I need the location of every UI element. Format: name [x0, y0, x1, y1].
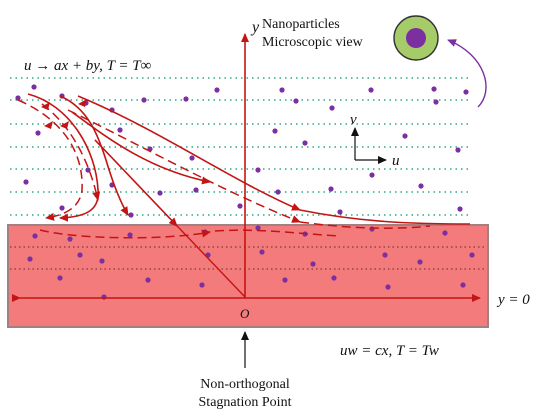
y-axis-label: y [250, 19, 260, 36]
flow-arrowheads [41, 99, 87, 129]
solid-streamlines [27, 93, 471, 225]
y-equals-zero-label: y = 0 [496, 292, 530, 308]
stagnation-label-line1: Non-orthogonal [200, 377, 290, 392]
stagnation-streamline-arrow [94, 139, 178, 227]
stagnation-label-line2: Stagnation Point [199, 395, 292, 410]
microscopic-view-label: Microscopic view [262, 35, 364, 50]
freestream-condition: u → ax + by, T = T∞ [24, 58, 152, 74]
stretching-plate [7, 224, 489, 328]
wall-condition: uw = cx, T = Tw [340, 343, 439, 359]
v-label: v [350, 112, 357, 128]
plate-dotted-lines [10, 246, 486, 270]
origin-label: O [240, 306, 250, 321]
nanoparticle-microscopic-view [393, 15, 439, 61]
nanoparticles-label: Nanoparticles [262, 17, 340, 32]
dashed-streamlines [17, 99, 431, 239]
microscopic-view-arrow [447, 39, 487, 108]
u-label: u [392, 153, 400, 169]
velocity-axes [351, 127, 387, 164]
